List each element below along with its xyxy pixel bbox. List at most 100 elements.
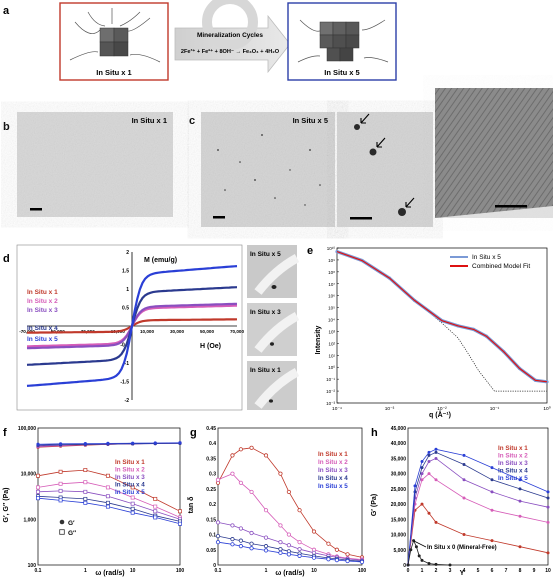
f-gprime-point	[106, 441, 110, 446]
f-gdoubleprime-point	[36, 473, 40, 478]
scale-bar-c1	[213, 216, 225, 219]
d-legend-label: In Situ x 5	[27, 336, 58, 343]
e-x-tick: 10⁻²	[437, 406, 447, 412]
g-series-point	[238, 544, 244, 549]
panel-a: a In Situ x 1 Mineralization Cycles 2Fe³…	[3, 0, 397, 81]
h-series-point	[434, 456, 438, 460]
h-series-point	[427, 453, 431, 457]
d-y-tick: 1.5	[122, 269, 129, 275]
g-series-point	[278, 547, 283, 552]
f-x-tick: 0.1	[35, 568, 42, 574]
g-y-tick: 0.45	[206, 426, 216, 432]
f-ylabel: G′, G″ (Pa)	[3, 488, 10, 523]
e-x-tick: 10⁻³	[385, 406, 395, 412]
g-legend-label: In Situ x 2	[318, 459, 348, 466]
g-series-point	[249, 546, 254, 551]
h-x-tick: 4	[463, 568, 466, 574]
h-series-point	[420, 459, 424, 463]
h-series-point	[462, 463, 466, 467]
f-y-tick: 100,000	[18, 426, 36, 432]
plot-e: 10⁻³ 10⁻² 10⁻¹ 10⁰ 10¹ 10² 10³ 10⁴ 10⁵ 10⁶ 10⁷ 10⁸ 1…	[326, 246, 551, 412]
h-series-point	[490, 490, 494, 494]
g-series-point	[215, 540, 221, 545]
plot-f: 100 1,000 10,000 100,000 0.1 1 10 100 In Situ x …	[18, 426, 184, 574]
e-y-tick: 10⁻¹	[326, 377, 335, 382]
right-schematic-label: In Situ x 5	[324, 68, 359, 77]
f-y-tick: 1,000	[23, 517, 36, 523]
h-y-tick: 45,000	[391, 426, 407, 432]
h-legend-label: In Situ x 3	[498, 460, 528, 467]
h-legend-label: In Situ x 5	[498, 475, 528, 482]
g-y-tick: 0.15	[206, 517, 216, 523]
d-x-tick: -70,000	[19, 329, 35, 334]
h-legend-label: In Situ x 4	[498, 468, 528, 475]
f-y-tick: 10,000	[21, 472, 37, 478]
f-gdoubleprime-point	[36, 496, 40, 501]
f-gprime-point	[36, 442, 40, 446]
h-series-point	[546, 496, 550, 500]
g-series-point	[238, 447, 244, 452]
h-series-point	[434, 478, 438, 482]
h-series-point	[490, 466, 494, 470]
f-gdoubleprime-point	[178, 509, 182, 514]
f-gdoubleprime-point	[83, 496, 88, 501]
g-series-point	[326, 557, 331, 562]
tem-label-b: In Situ x 1	[132, 116, 167, 125]
f-y-tick: 100	[28, 563, 37, 569]
e-xlabel: q (Å⁻¹)	[429, 410, 451, 419]
h-series-point	[420, 502, 424, 506]
f-legend-label: In Situ x 5	[115, 489, 145, 496]
scale-bar-b	[30, 208, 42, 211]
f-gdoubleprime-point	[58, 488, 63, 493]
h-series-point	[427, 511, 431, 515]
h-x-tick: 8	[519, 568, 522, 574]
g-series-point	[297, 553, 302, 558]
g-series-point	[278, 523, 283, 528]
panel-letter-g: g	[190, 427, 197, 439]
g-series-point	[238, 538, 244, 543]
e-y-tick: 10⁹	[328, 258, 335, 263]
h-y-tick: 30,000	[391, 472, 407, 478]
d-xlabel: H (Oe)	[200, 343, 221, 350]
f-gdoubleprime-point	[83, 480, 88, 485]
inset-label-1: In Situ x 5	[250, 251, 281, 258]
d-x-tick: 10,000	[140, 329, 154, 334]
h-series-point	[490, 478, 494, 482]
f-gprime-point	[178, 441, 182, 445]
f-gdoubleprime-point	[130, 495, 135, 500]
g-series-point	[263, 544, 269, 549]
tem-image-c1	[201, 112, 335, 227]
inset-label-2: In Situ x 3	[250, 309, 281, 316]
g-series-point	[334, 558, 340, 563]
g-series-point	[326, 541, 331, 546]
d-legend-label: In Situ x 1	[27, 289, 58, 296]
g-series-point	[345, 558, 350, 564]
g-y-tick: 0	[213, 563, 216, 569]
left-particle-cluster	[69, 8, 161, 63]
panel-letter-c: c	[189, 115, 195, 127]
h-series-point	[518, 514, 522, 518]
panel-letter-h: h	[371, 427, 378, 439]
f-gdoubleprime-point	[36, 485, 40, 490]
e-y-tick: 10⁴	[328, 318, 335, 323]
particle-dots-c1	[217, 134, 321, 206]
e-legend-label-2: Combined Model Fit	[472, 263, 530, 270]
d-y-tick: 0.5	[122, 306, 129, 312]
g-legend-label: In Situ x 3	[318, 467, 348, 474]
h-series-point	[413, 490, 417, 494]
h-x-tick: 5	[477, 568, 480, 574]
h-series-point	[420, 466, 424, 470]
g-y-tick: 0.3	[209, 472, 216, 478]
h-series-point	[427, 459, 431, 463]
e-x-tick: 10⁻¹	[490, 406, 500, 412]
h-legend-label: In Situ x 1	[498, 445, 528, 452]
f-x-tick: 1	[84, 568, 87, 574]
h-series-point	[448, 563, 452, 567]
reaction-equation: 2Fe³⁺ + Fe²⁺ + 8OH⁻ → Fe₃O₄ + 4H₂O	[181, 48, 280, 55]
f-gdoubleprime-point	[83, 468, 88, 473]
e-y-tick: 10⁷	[328, 282, 335, 287]
g-series-point	[286, 543, 292, 548]
f-gdoubleprime-point	[105, 473, 110, 478]
g-series-point	[311, 555, 317, 560]
